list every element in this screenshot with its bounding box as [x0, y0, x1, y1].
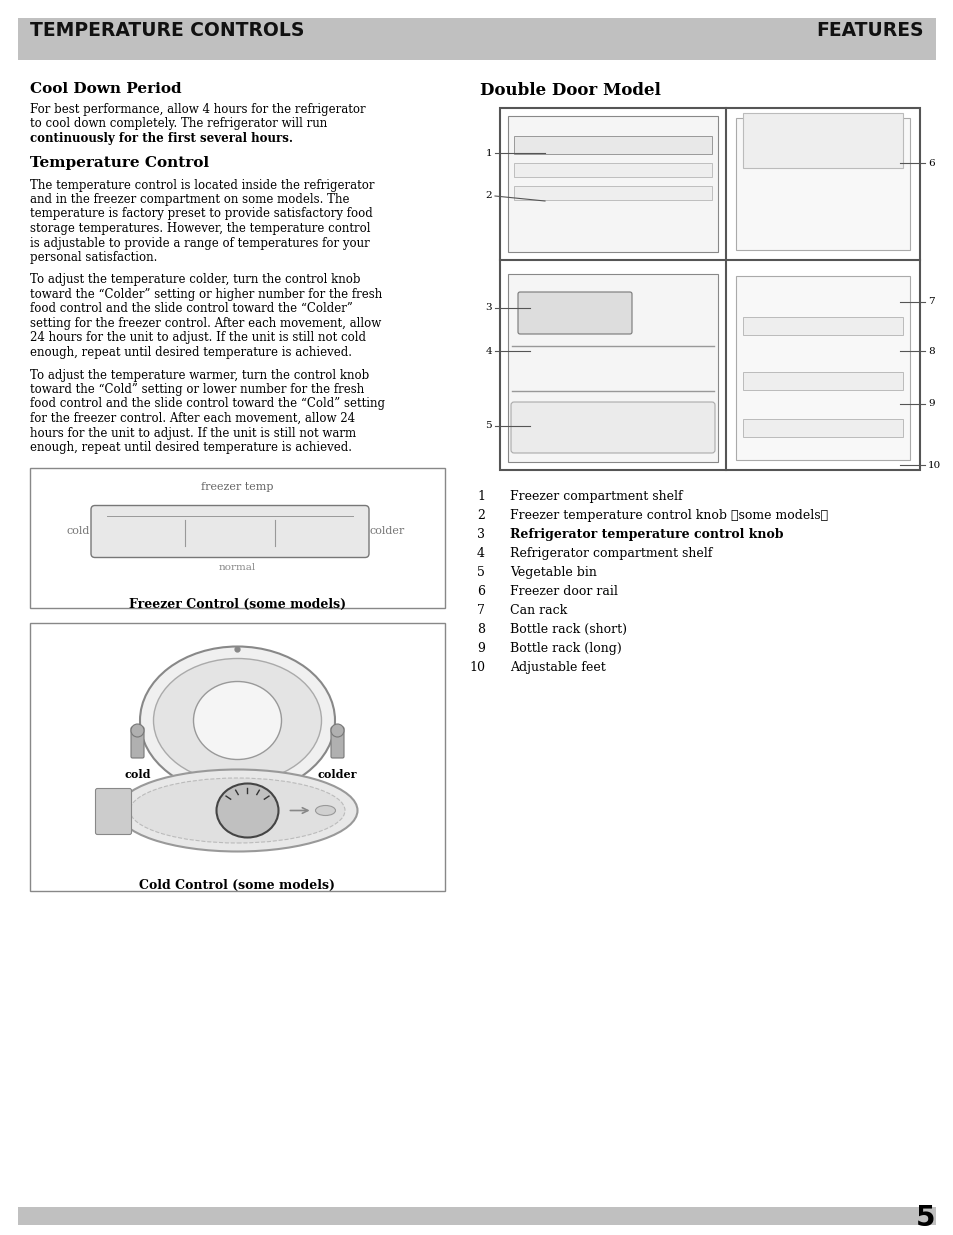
- Text: continuously for the first several hours.: continuously for the first several hours…: [30, 132, 293, 144]
- Text: 5: 5: [915, 1204, 934, 1233]
- Text: Cold Control (some models): Cold Control (some models): [139, 878, 335, 892]
- Text: 5: 5: [485, 421, 492, 431]
- Text: The temperature control is located inside the refrigerator: The temperature control is located insid…: [30, 179, 375, 191]
- Text: temperature is factory preset to provide satisfactory food: temperature is factory preset to provide…: [30, 207, 373, 221]
- Text: 6: 6: [476, 585, 484, 598]
- Text: cold: cold: [124, 768, 151, 779]
- Text: and in the freezer compartment on some models. The: and in the freezer compartment on some m…: [30, 193, 349, 206]
- Text: Vegetable bin: Vegetable bin: [510, 566, 597, 579]
- Bar: [499, 107, 919, 471]
- FancyBboxPatch shape: [91, 505, 369, 557]
- Bar: [742, 112, 902, 168]
- Text: 5: 5: [476, 566, 484, 579]
- Text: 8: 8: [476, 622, 484, 636]
- Text: 3: 3: [485, 304, 492, 312]
- Text: 7: 7: [476, 604, 484, 618]
- Text: Can rack: Can rack: [510, 604, 567, 618]
- Text: 10: 10: [927, 461, 941, 469]
- Text: 4: 4: [485, 347, 492, 356]
- Ellipse shape: [153, 658, 321, 783]
- Text: 3: 3: [476, 529, 484, 541]
- Text: toward the “Colder” setting or higher number for the fresh: toward the “Colder” setting or higher nu…: [30, 288, 382, 301]
- Text: To adjust the temperature warmer, turn the control knob: To adjust the temperature warmer, turn t…: [30, 368, 369, 382]
- Text: enough, repeat until desired temperature is achieved.: enough, repeat until desired temperature…: [30, 346, 352, 359]
- Text: Freezer door rail: Freezer door rail: [510, 585, 618, 598]
- Text: Double Door Model: Double Door Model: [479, 82, 660, 99]
- Text: normal: normal: [218, 563, 255, 573]
- FancyBboxPatch shape: [18, 19, 935, 61]
- Text: colder: colder: [370, 526, 405, 536]
- Text: 2: 2: [485, 191, 492, 200]
- FancyBboxPatch shape: [95, 788, 132, 835]
- Text: is adjustable to provide a range of temperatures for your: is adjustable to provide a range of temp…: [30, 236, 370, 249]
- Text: hours for the unit to adjust. If the unit is still not warm: hours for the unit to adjust. If the uni…: [30, 426, 355, 440]
- Bar: [18, 1207, 935, 1225]
- Text: 24 hours for the unit to adjust. If the unit is still not cold: 24 hours for the unit to adjust. If the …: [30, 331, 366, 345]
- Text: for the freezer control. After each movement, allow 24: for the freezer control. After each move…: [30, 412, 355, 425]
- Text: Bottle rack (short): Bottle rack (short): [510, 622, 626, 636]
- Bar: [30, 622, 444, 890]
- Ellipse shape: [193, 682, 281, 760]
- Ellipse shape: [117, 769, 357, 851]
- Text: freezer temp: freezer temp: [201, 482, 274, 492]
- Bar: [735, 275, 909, 459]
- Text: Adjustable feet: Adjustable feet: [510, 661, 605, 674]
- Bar: [30, 468, 444, 608]
- Text: Refrigerator temperature control knob: Refrigerator temperature control knob: [510, 529, 782, 541]
- Text: food control and the slide control toward the “Cold” setting: food control and the slide control towar…: [30, 398, 385, 410]
- Text: to cool down completely. The refrigerator will run: to cool down completely. The refrigerato…: [30, 117, 327, 131]
- FancyBboxPatch shape: [131, 727, 144, 758]
- Text: 1: 1: [485, 148, 492, 158]
- Text: 2: 2: [476, 509, 484, 522]
- Bar: [507, 116, 718, 252]
- Text: cold: cold: [67, 526, 90, 536]
- Text: Temperature Control: Temperature Control: [30, 157, 209, 170]
- Text: Freezer Control (some models): Freezer Control (some models): [129, 598, 346, 610]
- Text: enough, repeat until desired temperature is achieved.: enough, repeat until desired temperature…: [30, 441, 352, 454]
- Bar: [514, 163, 711, 177]
- Text: 4: 4: [476, 547, 484, 559]
- Text: Freezer temperature control knob 〈some models〉: Freezer temperature control knob 〈some m…: [510, 509, 827, 522]
- Bar: [742, 317, 902, 335]
- FancyBboxPatch shape: [331, 727, 344, 758]
- Text: 10: 10: [469, 661, 484, 674]
- Ellipse shape: [216, 783, 278, 837]
- Ellipse shape: [131, 724, 144, 737]
- FancyBboxPatch shape: [517, 291, 631, 333]
- Text: storage temperatures. However, the temperature control: storage temperatures. However, the tempe…: [30, 222, 370, 235]
- Ellipse shape: [331, 724, 344, 737]
- Text: toward the “Cold” setting or lower number for the fresh: toward the “Cold” setting or lower numbe…: [30, 383, 364, 396]
- Bar: [514, 186, 711, 200]
- Text: 7: 7: [927, 298, 934, 306]
- Text: 9: 9: [927, 399, 934, 409]
- Ellipse shape: [140, 646, 335, 794]
- Bar: [507, 274, 718, 462]
- Text: FEATURES: FEATURES: [816, 21, 923, 40]
- Text: Refrigerator compartment shelf: Refrigerator compartment shelf: [510, 547, 712, 559]
- Text: 6: 6: [927, 158, 934, 168]
- Text: Freezer compartment shelf: Freezer compartment shelf: [510, 490, 682, 503]
- Bar: [735, 119, 909, 249]
- Text: food control and the slide control toward the “Colder”: food control and the slide control towar…: [30, 303, 353, 315]
- Text: Cool Down Period: Cool Down Period: [30, 82, 181, 96]
- Ellipse shape: [315, 805, 335, 815]
- Bar: [742, 419, 902, 437]
- Text: personal satisfaction.: personal satisfaction.: [30, 251, 157, 264]
- Text: For best performance, allow 4 hours for the refrigerator: For best performance, allow 4 hours for …: [30, 103, 365, 116]
- Text: To adjust the temperature colder, turn the control knob: To adjust the temperature colder, turn t…: [30, 273, 360, 287]
- Bar: [742, 372, 902, 390]
- Text: Bottle rack (long): Bottle rack (long): [510, 642, 621, 655]
- Ellipse shape: [130, 778, 345, 844]
- Text: 8: 8: [927, 347, 934, 356]
- Text: TEMPERATURE CONTROLS: TEMPERATURE CONTROLS: [30, 21, 304, 40]
- Text: 1: 1: [476, 490, 484, 503]
- FancyBboxPatch shape: [511, 403, 714, 453]
- Text: colder: colder: [317, 768, 356, 779]
- Bar: [514, 136, 711, 154]
- Text: 9: 9: [476, 642, 484, 655]
- Text: setting for the freezer control. After each movement, allow: setting for the freezer control. After e…: [30, 317, 381, 330]
